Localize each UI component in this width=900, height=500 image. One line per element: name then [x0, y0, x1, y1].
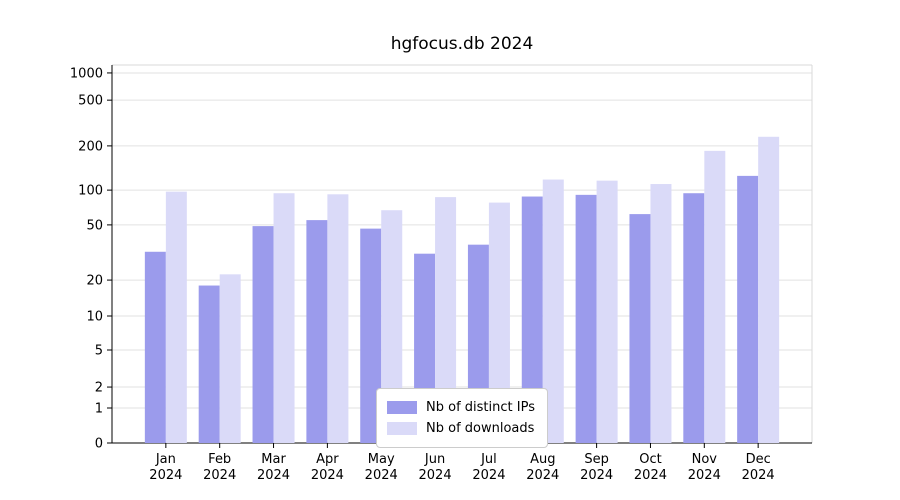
x-tick-label-year: 2024 — [688, 468, 721, 483]
x-tick-label-month: Jul — [480, 452, 497, 467]
bar-distinct-ips-mar — [252, 226, 274, 443]
legend-item-distinct-ips: Nb of distinct IPs — [387, 399, 535, 417]
y-tick-label: 2 — [95, 381, 103, 396]
bar-downloads-sep — [596, 180, 618, 443]
legend-label-downloads: Nb of downloads — [426, 420, 535, 436]
legend-swatch-distinct-ips — [387, 401, 418, 415]
x-tick-label-year: 2024 — [203, 468, 236, 483]
x-tick-label-month: May — [368, 452, 395, 467]
x-tick-label-year: 2024 — [365, 468, 398, 483]
x-tick-label-year: 2024 — [472, 468, 505, 483]
y-tick-label: 5 — [95, 344, 103, 359]
x-tick-label-year: 2024 — [742, 468, 775, 483]
bar-downloads-jul — [488, 202, 510, 443]
x-tick-label-month: Feb — [208, 452, 231, 467]
bar-downloads-feb — [219, 274, 241, 443]
bar-distinct-ips-nov — [683, 193, 705, 443]
y-tick-label: 100 — [78, 184, 103, 199]
y-tick-label: 10 — [86, 309, 103, 324]
bar-distinct-ips-jan — [144, 251, 166, 443]
x-tick-label-year: 2024 — [311, 468, 344, 483]
x-tick-label-month: Mar — [261, 452, 286, 467]
y-tick-label: 200 — [78, 139, 103, 154]
x-tick-label-year: 2024 — [149, 468, 182, 483]
x-tick-label-year: 2024 — [526, 468, 559, 483]
y-tick-label: 20 — [86, 274, 103, 289]
chart-legend: Nb of distinct IPs Nb of downloads — [376, 388, 548, 449]
bar-distinct-ips-sep — [575, 194, 597, 443]
x-tick-label-month: Jan — [155, 452, 176, 467]
bar-downloads-oct — [650, 184, 672, 443]
bar-downloads-jan — [165, 191, 187, 443]
legend-wrap: Nb of distinct IPs Nb of downloads — [112, 388, 812, 449]
x-tick-label-month: Aug — [530, 452, 555, 467]
bar-distinct-ips-apr — [306, 220, 328, 443]
y-tick-label: 500 — [78, 94, 103, 109]
chart-title: hgfocus.db 2024 — [390, 34, 534, 54]
legend-label-distinct-ips: Nb of distinct IPs — [426, 400, 535, 415]
bar-downloads-mar — [273, 193, 295, 443]
bar-downloads-dec — [758, 136, 780, 444]
x-tick-label-month: Jun — [424, 452, 445, 467]
legend-item-downloads: Nb of downloads — [387, 420, 535, 438]
bar-distinct-ips-may — [360, 228, 382, 443]
x-tick-label-year: 2024 — [257, 468, 290, 483]
x-tick-label-month: Dec — [746, 452, 771, 467]
y-tick-label: 1000 — [70, 66, 103, 81]
x-tick-label-year: 2024 — [419, 468, 452, 483]
bar-distinct-ips-oct — [629, 214, 651, 443]
bar-distinct-ips-dec — [737, 175, 759, 443]
bar-downloads-may — [381, 210, 403, 443]
x-tick-label-month: Apr — [316, 452, 339, 467]
y-tick-label: 0 — [95, 437, 103, 452]
y-tick-label: 50 — [86, 218, 103, 233]
bar-downloads-nov — [704, 150, 726, 443]
bar-distinct-ips-feb — [198, 285, 220, 443]
x-tick-label-year: 2024 — [580, 468, 613, 483]
legend-swatch-downloads — [387, 421, 418, 435]
x-tick-label-year: 2024 — [634, 468, 667, 483]
bar-downloads-apr — [327, 194, 349, 443]
x-tick-label-month: Oct — [639, 452, 661, 467]
bar-downloads-aug — [542, 179, 564, 443]
bar-distinct-ips-aug — [521, 196, 543, 443]
x-tick-label-month: Nov — [692, 452, 718, 467]
x-tick-label-month: Sep — [584, 452, 609, 467]
y-tick-label: 1 — [95, 401, 103, 416]
bar-downloads-jun — [435, 197, 457, 443]
